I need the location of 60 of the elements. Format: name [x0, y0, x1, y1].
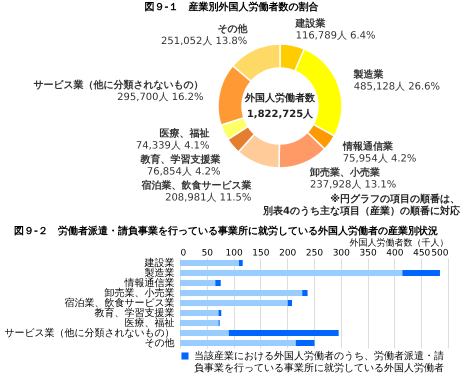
y-tick-label: 製造業 [144, 267, 174, 279]
bar [180, 340, 296, 346]
bar [180, 300, 288, 306]
bar [218, 310, 222, 316]
legend-label: 当該産業における外国人労働者のうち、労働者派遣・請負事業を行っている事業所に就労している外国人労働者 [194, 350, 444, 374]
slice-label: 卸売業、小売業 [309, 166, 380, 178]
data-label: 75,954人 4.2% [342, 153, 416, 164]
slice-label: 医療、福祉 [160, 127, 210, 140]
bar [288, 300, 292, 306]
bar [180, 320, 219, 326]
x-tick-label: 250 [306, 248, 324, 258]
y-tick-label: 宿泊業、飲食サービス業 [64, 297, 174, 309]
slice-label: 情報通信業 [342, 140, 393, 152]
y-tick-label: 教育、学習支援業 [94, 307, 174, 319]
x-axis-title: 外国人労働者数（千人） [350, 238, 448, 248]
bar [215, 280, 221, 286]
x-tick-label: 350 [360, 248, 377, 258]
y-tick-label: 建設業 [144, 257, 174, 269]
bar [180, 310, 219, 316]
data-label: 485,128人 26.6% [354, 82, 440, 93]
bar [180, 290, 302, 296]
slice-label: その他 [217, 23, 248, 36]
y-tick-label: サービス業（他に分類されないもの） [4, 327, 174, 339]
chart-title: 図９-２ 労働者派遣・請負事業を行っている事業所に就労している外国人労働者の産業別状況 [14, 225, 438, 237]
x-tick-label: 200 [279, 248, 297, 258]
data-label: 208,981人 11.5% [165, 192, 252, 204]
bar [402, 270, 440, 276]
data-label: 295,700人 16.2% [117, 92, 204, 103]
bar [238, 260, 243, 266]
bar [296, 340, 315, 346]
y-tick-label: その他 [144, 337, 174, 349]
data-label: 251,052人 13.8% [160, 36, 248, 48]
x-tick-label: 450 [413, 248, 431, 258]
bar [228, 330, 339, 336]
data-label: 116,789人 6.4% [296, 30, 376, 42]
data-label: 237,928人 13.1% [310, 179, 396, 190]
text: ※円グラフの項目の順番は、別表4のうち主な項目（産業）の順番に対応 [262, 193, 461, 217]
bar [180, 330, 229, 336]
x-tick-label: 300 [332, 248, 350, 258]
data-label: 74,339人 4.1% [136, 140, 210, 152]
bar [180, 280, 216, 286]
bar [180, 260, 239, 266]
y-tick-label: 情報通信業 [124, 277, 174, 289]
x-tick-label: 400 [386, 248, 404, 258]
x-tick-label: 100 [226, 248, 243, 258]
y-tick-label: 卸売業、小売業 [104, 287, 174, 299]
x-tick-label: 50 [202, 248, 214, 258]
slice-label: 建設業 [294, 18, 326, 30]
bar [180, 270, 402, 276]
x-tick-label: 150 [252, 248, 270, 258]
slice-label: サービス業（他に分類されないもの） [33, 78, 204, 91]
x-tick-label: 500 [431, 248, 449, 258]
x-tick-label: 0 [180, 248, 186, 258]
text: 1,822,725人 [246, 108, 314, 120]
text: 外国人労働者数 [244, 92, 316, 104]
y-tick-label: 医療、福祉 [124, 317, 174, 329]
data-label: 76,854人 4.2% [146, 166, 220, 178]
chart-title: 図９-１ 産業別外国人労働者数の割合 [144, 1, 320, 13]
bar [302, 290, 308, 296]
slice-label: 製造業 [352, 68, 384, 81]
